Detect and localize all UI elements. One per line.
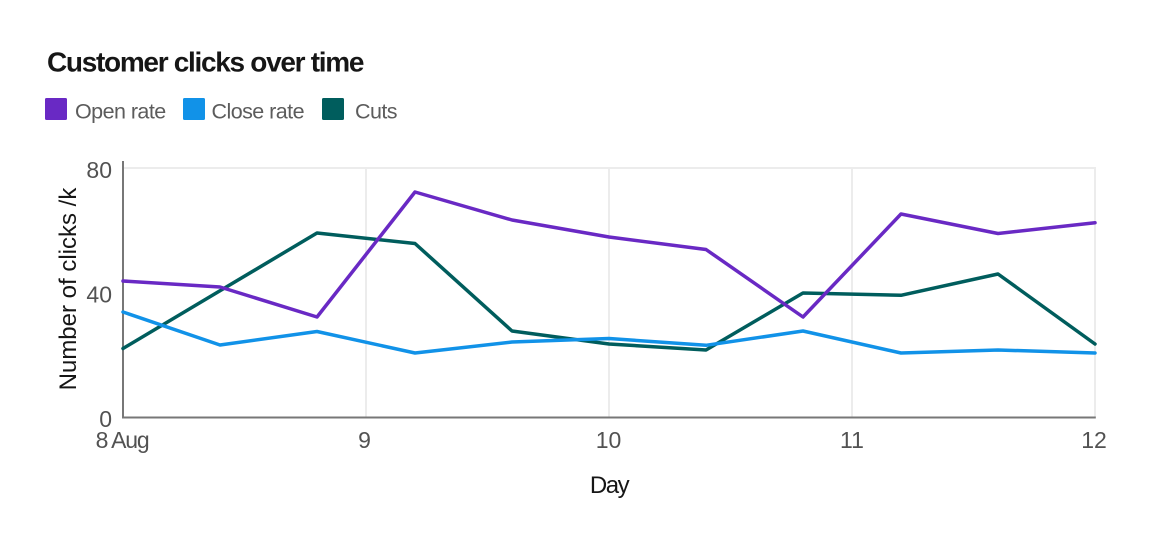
svg-text:8 Aug: 8 Aug [96, 427, 149, 453]
svg-text:Cuts: Cuts [355, 100, 397, 124]
svg-text:Number of clicks /k: Number of clicks /k [55, 187, 82, 391]
svg-text:Close rate: Close rate [212, 100, 305, 124]
svg-text:12: 12 [1081, 427, 1107, 453]
svg-text:11: 11 [840, 427, 864, 453]
svg-text:10: 10 [596, 427, 622, 453]
svg-text:Open rate: Open rate [75, 100, 166, 124]
svg-text:Day: Day [590, 472, 630, 499]
svg-text:9: 9 [358, 427, 371, 453]
svg-text:Customer clicks over time: Customer clicks over time [47, 47, 364, 78]
svg-text:40: 40 [86, 282, 112, 308]
svg-text:80: 80 [86, 157, 112, 183]
svg-text:0: 0 [99, 406, 112, 432]
